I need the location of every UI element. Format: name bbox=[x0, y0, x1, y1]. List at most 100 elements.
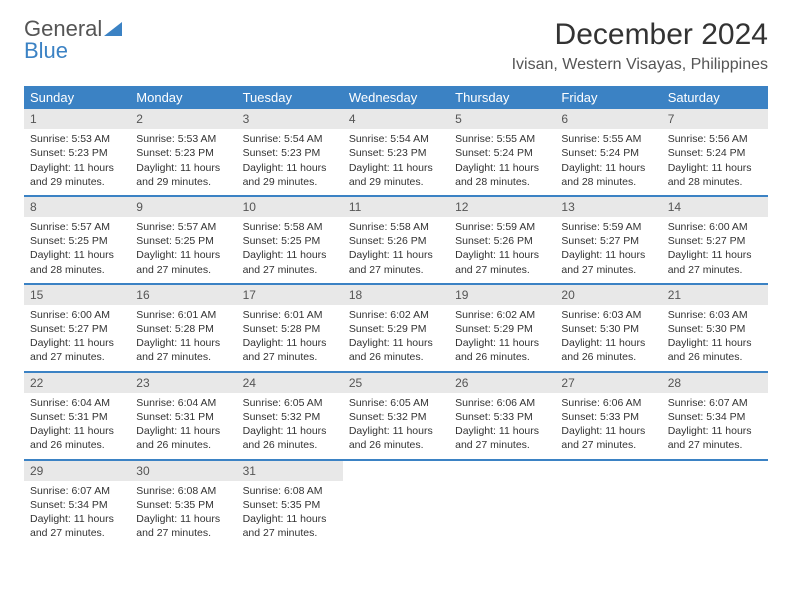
calendar-day-cell bbox=[555, 460, 661, 547]
day-number: 20 bbox=[555, 285, 661, 305]
weekday-header: Friday bbox=[555, 86, 661, 109]
sunset-line: Sunset: 5:28 PM bbox=[243, 322, 337, 336]
sunrise-line: Sunrise: 6:04 AM bbox=[30, 396, 124, 410]
sunrise-line: Sunrise: 6:01 AM bbox=[243, 308, 337, 322]
title-block: December 2024 Ivisan, Western Visayas, P… bbox=[512, 18, 768, 74]
daylight-line: Daylight: 11 hours and 28 minutes. bbox=[668, 161, 762, 189]
header: General Blue December 2024 Ivisan, Weste… bbox=[24, 18, 768, 74]
day-number: 31 bbox=[237, 461, 343, 481]
day-details: Sunrise: 5:54 AMSunset: 5:23 PMDaylight:… bbox=[237, 129, 343, 195]
sunset-line: Sunset: 5:32 PM bbox=[243, 410, 337, 424]
day-number: 2 bbox=[130, 109, 236, 129]
daylight-line: Daylight: 11 hours and 27 minutes. bbox=[349, 248, 443, 276]
sunset-line: Sunset: 5:24 PM bbox=[561, 146, 655, 160]
sunrise-line: Sunrise: 5:53 AM bbox=[30, 132, 124, 146]
day-number: 23 bbox=[130, 373, 236, 393]
calendar-day-cell: 23Sunrise: 6:04 AMSunset: 5:31 PMDayligh… bbox=[130, 372, 236, 460]
sunset-line: Sunset: 5:34 PM bbox=[668, 410, 762, 424]
calendar-day-cell: 8Sunrise: 5:57 AMSunset: 5:25 PMDaylight… bbox=[24, 196, 130, 284]
sunrise-line: Sunrise: 5:58 AM bbox=[349, 220, 443, 234]
day-number: 14 bbox=[662, 197, 768, 217]
day-number: 8 bbox=[24, 197, 130, 217]
daylight-line: Daylight: 11 hours and 26 minutes. bbox=[561, 336, 655, 364]
sunrise-line: Sunrise: 6:08 AM bbox=[243, 484, 337, 498]
logo-text: General Blue bbox=[24, 18, 122, 62]
daylight-line: Daylight: 11 hours and 29 minutes. bbox=[136, 161, 230, 189]
sunrise-line: Sunrise: 6:07 AM bbox=[668, 396, 762, 410]
daylight-line: Daylight: 11 hours and 27 minutes. bbox=[455, 248, 549, 276]
daylight-line: Daylight: 11 hours and 27 minutes. bbox=[243, 336, 337, 364]
day-number: 15 bbox=[24, 285, 130, 305]
sunset-line: Sunset: 5:28 PM bbox=[136, 322, 230, 336]
sunrise-line: Sunrise: 6:08 AM bbox=[136, 484, 230, 498]
daylight-line: Daylight: 11 hours and 27 minutes. bbox=[136, 248, 230, 276]
day-details: Sunrise: 6:06 AMSunset: 5:33 PMDaylight:… bbox=[449, 393, 555, 459]
day-number: 29 bbox=[24, 461, 130, 481]
daylight-line: Daylight: 11 hours and 28 minutes. bbox=[30, 248, 124, 276]
calendar-week-row: 8Sunrise: 5:57 AMSunset: 5:25 PMDaylight… bbox=[24, 196, 768, 284]
day-details: Sunrise: 5:57 AMSunset: 5:25 PMDaylight:… bbox=[24, 217, 130, 283]
daylight-line: Daylight: 11 hours and 27 minutes. bbox=[136, 512, 230, 540]
sunrise-line: Sunrise: 5:54 AM bbox=[243, 132, 337, 146]
calendar-day-cell: 1Sunrise: 5:53 AMSunset: 5:23 PMDaylight… bbox=[24, 109, 130, 196]
weekday-header: Monday bbox=[130, 86, 236, 109]
calendar-day-cell: 31Sunrise: 6:08 AMSunset: 5:35 PMDayligh… bbox=[237, 460, 343, 547]
calendar-day-cell: 5Sunrise: 5:55 AMSunset: 5:24 PMDaylight… bbox=[449, 109, 555, 196]
daylight-line: Daylight: 11 hours and 26 minutes. bbox=[136, 424, 230, 452]
calendar-day-cell bbox=[449, 460, 555, 547]
location-text: Ivisan, Western Visayas, Philippines bbox=[512, 56, 768, 74]
sunset-line: Sunset: 5:27 PM bbox=[668, 234, 762, 248]
sunset-line: Sunset: 5:34 PM bbox=[30, 498, 124, 512]
weekday-header: Saturday bbox=[662, 86, 768, 109]
sunrise-line: Sunrise: 6:00 AM bbox=[30, 308, 124, 322]
sunrise-line: Sunrise: 6:05 AM bbox=[243, 396, 337, 410]
calendar-day-cell: 2Sunrise: 5:53 AMSunset: 5:23 PMDaylight… bbox=[130, 109, 236, 196]
daylight-line: Daylight: 11 hours and 27 minutes. bbox=[455, 424, 549, 452]
weekday-header: Thursday bbox=[449, 86, 555, 109]
calendar-day-cell: 26Sunrise: 6:06 AMSunset: 5:33 PMDayligh… bbox=[449, 372, 555, 460]
day-details: Sunrise: 6:03 AMSunset: 5:30 PMDaylight:… bbox=[662, 305, 768, 371]
calendar-day-cell: 4Sunrise: 5:54 AMSunset: 5:23 PMDaylight… bbox=[343, 109, 449, 196]
day-number: 24 bbox=[237, 373, 343, 393]
day-details: Sunrise: 6:02 AMSunset: 5:29 PMDaylight:… bbox=[449, 305, 555, 371]
daylight-line: Daylight: 11 hours and 26 minutes. bbox=[668, 336, 762, 364]
day-details: Sunrise: 5:53 AMSunset: 5:23 PMDaylight:… bbox=[24, 129, 130, 195]
sunrise-line: Sunrise: 5:55 AM bbox=[561, 132, 655, 146]
day-number: 16 bbox=[130, 285, 236, 305]
day-number: 9 bbox=[130, 197, 236, 217]
day-number: 4 bbox=[343, 109, 449, 129]
day-number: 18 bbox=[343, 285, 449, 305]
day-number: 10 bbox=[237, 197, 343, 217]
day-details: Sunrise: 6:08 AMSunset: 5:35 PMDaylight:… bbox=[130, 481, 236, 547]
daylight-line: Daylight: 11 hours and 26 minutes. bbox=[30, 424, 124, 452]
sunset-line: Sunset: 5:29 PM bbox=[455, 322, 549, 336]
calendar-week-row: 15Sunrise: 6:00 AMSunset: 5:27 PMDayligh… bbox=[24, 284, 768, 372]
day-details: Sunrise: 6:05 AMSunset: 5:32 PMDaylight:… bbox=[237, 393, 343, 459]
day-details: Sunrise: 6:01 AMSunset: 5:28 PMDaylight:… bbox=[130, 305, 236, 371]
calendar-day-cell: 17Sunrise: 6:01 AMSunset: 5:28 PMDayligh… bbox=[237, 284, 343, 372]
day-details: Sunrise: 6:07 AMSunset: 5:34 PMDaylight:… bbox=[662, 393, 768, 459]
day-details: Sunrise: 6:07 AMSunset: 5:34 PMDaylight:… bbox=[24, 481, 130, 547]
calendar-day-cell: 10Sunrise: 5:58 AMSunset: 5:25 PMDayligh… bbox=[237, 196, 343, 284]
day-details: Sunrise: 6:06 AMSunset: 5:33 PMDaylight:… bbox=[555, 393, 661, 459]
day-details: Sunrise: 5:59 AMSunset: 5:27 PMDaylight:… bbox=[555, 217, 661, 283]
logo-triangle-icon bbox=[104, 18, 122, 40]
day-number: 21 bbox=[662, 285, 768, 305]
daylight-line: Daylight: 11 hours and 27 minutes. bbox=[561, 424, 655, 452]
day-number: 13 bbox=[555, 197, 661, 217]
calendar-day-cell: 12Sunrise: 5:59 AMSunset: 5:26 PMDayligh… bbox=[449, 196, 555, 284]
calendar-day-cell: 22Sunrise: 6:04 AMSunset: 5:31 PMDayligh… bbox=[24, 372, 130, 460]
sunrise-line: Sunrise: 6:03 AM bbox=[561, 308, 655, 322]
calendar-day-cell: 28Sunrise: 6:07 AMSunset: 5:34 PMDayligh… bbox=[662, 372, 768, 460]
sunrise-line: Sunrise: 6:02 AM bbox=[349, 308, 443, 322]
sunset-line: Sunset: 5:24 PM bbox=[455, 146, 549, 160]
calendar-day-cell: 19Sunrise: 6:02 AMSunset: 5:29 PMDayligh… bbox=[449, 284, 555, 372]
sunset-line: Sunset: 5:31 PM bbox=[30, 410, 124, 424]
day-number: 3 bbox=[237, 109, 343, 129]
calendar-day-cell: 9Sunrise: 5:57 AMSunset: 5:25 PMDaylight… bbox=[130, 196, 236, 284]
sunrise-line: Sunrise: 6:01 AM bbox=[136, 308, 230, 322]
day-number: 12 bbox=[449, 197, 555, 217]
calendar-table: SundayMondayTuesdayWednesdayThursdayFrid… bbox=[24, 86, 768, 546]
sunrise-line: Sunrise: 5:59 AM bbox=[455, 220, 549, 234]
sunrise-line: Sunrise: 5:55 AM bbox=[455, 132, 549, 146]
